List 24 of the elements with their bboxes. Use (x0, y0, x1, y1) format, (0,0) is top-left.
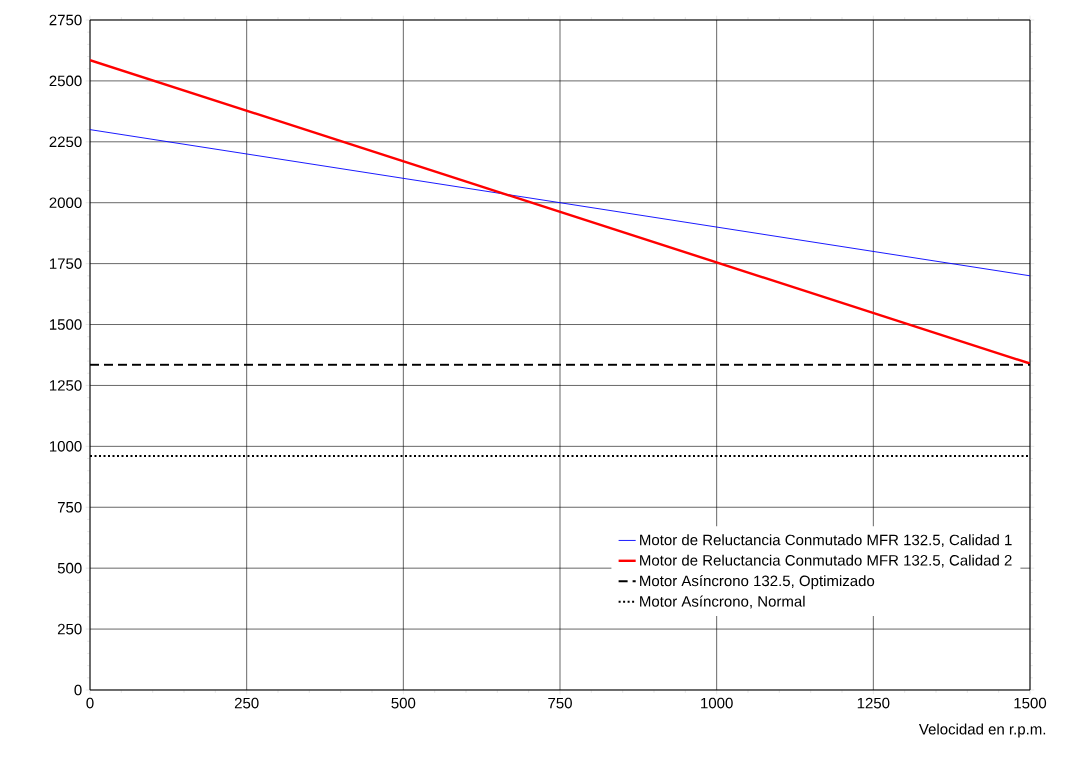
x-tick-label: 500 (391, 697, 416, 709)
x-axis-title: Velocidad en r.p.m. (918, 723, 1046, 738)
legend-label: Motor Asíncrono 132.5, Optimizado (640, 575, 875, 590)
x-tick-label: 0 (86, 697, 94, 709)
y-tick-label: 2250 (49, 136, 82, 148)
x-tick-label: 1000 (701, 697, 733, 709)
x-tick-label: 1250 (857, 697, 890, 709)
legend-label: Motor de Reluctancia Conmutado MFR 132.5, Calidad 1 (640, 534, 1012, 548)
y-tick-label: 2000 (49, 197, 82, 209)
y-tick-label: 250 (57, 623, 82, 635)
y-tick-label: 2750 (49, 14, 82, 26)
y-tick-label: 1500 (49, 319, 82, 330)
y-tick-label: 750 (57, 501, 82, 513)
y-tick-label: 0 (74, 684, 82, 696)
x-tick-label: 250 (234, 697, 259, 709)
legend-label: Motor Asíncrono, Normal (640, 595, 805, 609)
legend-label: Motor de Reluctancia Conmutado MFR 132.5, Calidad 2 (640, 554, 1012, 568)
y-tick-label: 1250 (49, 380, 82, 391)
y-tick-label: 2500 (49, 75, 82, 87)
y-tick-label: 1000 (49, 441, 82, 452)
y-tick-label: 1750 (49, 258, 82, 269)
x-tick-label: 1500 (1014, 697, 1047, 709)
y-tick-label: 500 (57, 562, 82, 574)
x-tick-label: 750 (548, 697, 572, 709)
